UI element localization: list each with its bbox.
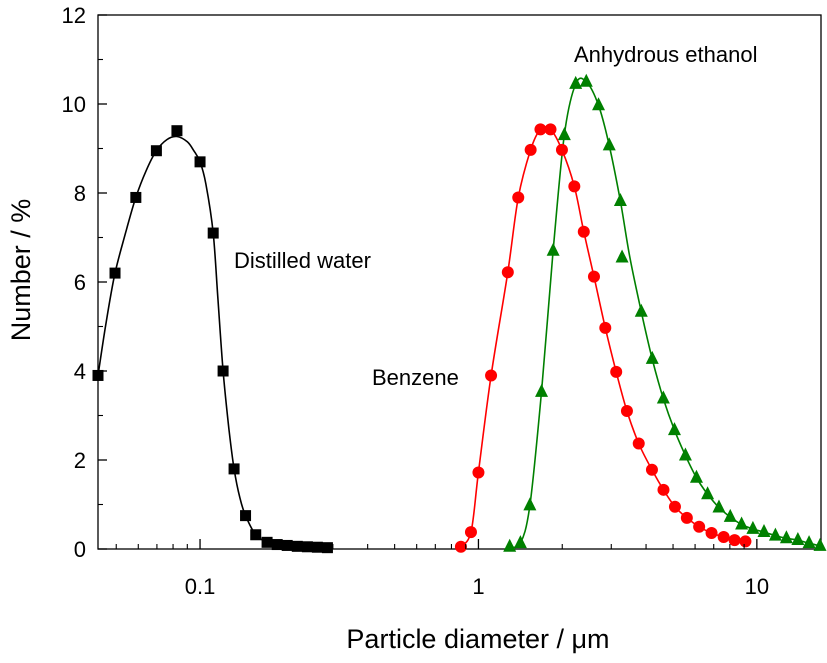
point-anhydrous-ethanol — [802, 535, 816, 549]
point-anhydrous-ethanol — [546, 242, 560, 256]
point-anhydrous-ethanol — [634, 303, 648, 317]
y-tick-label: 2 — [74, 448, 86, 473]
x-tick-label: 10 — [745, 574, 769, 599]
point-distilled-water — [207, 227, 219, 239]
point-distilled-water — [150, 145, 162, 157]
point-anhydrous-ethanol — [779, 530, 793, 544]
point-benzene — [680, 511, 693, 524]
y-tick-label: 0 — [74, 537, 86, 562]
annotation-distilled-water: Distilled water — [234, 248, 371, 273]
point-distilled-water — [240, 510, 252, 522]
annotation-benzene: Benzene — [372, 365, 459, 390]
point-benzene — [728, 534, 741, 547]
point-anhydrous-ethanol — [701, 486, 715, 500]
point-benzene — [632, 437, 645, 450]
plot-frame — [97, 14, 822, 550]
point-distilled-water — [271, 539, 283, 551]
point-anhydrous-ethanol — [678, 447, 692, 461]
point-benzene — [534, 123, 547, 136]
x-axis-title: Particle diameter / μm — [346, 624, 609, 654]
point-anhydrous-ethanol — [535, 383, 549, 397]
point-benzene — [599, 321, 612, 334]
point-benzene — [693, 520, 706, 533]
point-anhydrous-ethanol — [656, 390, 670, 404]
tick-labels: 0 2 4 6 8 10 12 0.1 1 10 — [62, 3, 770, 599]
y-axis-title: Number / % — [6, 199, 36, 342]
point-anhydrous-ethanol — [615, 249, 629, 263]
y-tick-label: 12 — [62, 3, 86, 28]
point-distilled-water — [311, 541, 323, 553]
point-anhydrous-ethanol — [592, 97, 606, 111]
point-anhydrous-ethanol — [712, 499, 726, 513]
point-benzene — [620, 405, 633, 418]
x-tick-label: 0.1 — [185, 574, 216, 599]
data-markers — [92, 73, 827, 554]
point-distilled-water — [217, 365, 229, 377]
point-benzene — [501, 266, 514, 279]
point-benzene — [610, 365, 623, 378]
point-benzene — [464, 526, 477, 539]
annotation-anhydrous-ethanol: Anhydrous ethanol — [574, 42, 757, 67]
point-distilled-water — [228, 463, 240, 475]
y-tick-label: 6 — [74, 270, 86, 295]
point-anhydrous-ethanol — [746, 520, 760, 534]
point-distilled-water — [130, 191, 142, 203]
y-tick-label: 8 — [74, 181, 86, 206]
curve-benzene — [460, 126, 746, 548]
point-benzene — [739, 535, 752, 548]
point-anhydrous-ethanol — [613, 192, 627, 206]
point-benzene — [524, 143, 537, 156]
x-tick-label: 1 — [472, 574, 484, 599]
point-distilled-water — [261, 536, 273, 548]
point-benzene — [645, 463, 658, 476]
point-anhydrous-ethanol — [768, 527, 782, 541]
point-benzene — [705, 526, 718, 539]
point-benzene — [568, 180, 581, 193]
point-benzene — [587, 270, 600, 283]
axis-ticks — [98, 14, 758, 550]
point-benzene — [512, 191, 525, 204]
point-benzene — [472, 466, 485, 479]
point-anhydrous-ethanol — [757, 524, 771, 538]
point-anhydrous-ethanol — [503, 538, 517, 552]
point-distilled-water — [194, 156, 206, 168]
point-distilled-water — [250, 529, 262, 541]
point-anhydrous-ethanol — [602, 137, 616, 151]
point-benzene — [555, 143, 568, 156]
point-distilled-water — [291, 540, 303, 552]
plot-frame-rect — [97, 14, 822, 550]
y-tick-label: 10 — [62, 92, 86, 117]
point-anhydrous-ethanol — [569, 75, 583, 89]
point-anhydrous-ethanol — [513, 535, 527, 549]
fit-curves — [98, 77, 821, 549]
point-anhydrous-ethanol — [813, 537, 827, 551]
point-distilled-water — [92, 369, 104, 381]
point-distilled-water — [171, 125, 183, 137]
point-anhydrous-ethanol — [791, 532, 805, 546]
point-anhydrous-ethanol — [667, 422, 681, 436]
point-distilled-water — [321, 542, 333, 554]
point-distilled-water — [281, 539, 293, 551]
point-anhydrous-ethanol — [735, 516, 749, 530]
point-benzene — [577, 225, 590, 238]
point-distilled-water — [301, 541, 313, 553]
point-benzene — [657, 483, 670, 496]
point-benzene — [717, 530, 730, 543]
point-distilled-water — [109, 267, 121, 279]
point-anhydrous-ethanol — [557, 127, 571, 141]
point-benzene — [454, 540, 467, 553]
point-anhydrous-ethanol — [689, 469, 703, 483]
point-benzene — [668, 500, 681, 513]
point-anhydrous-ethanol — [579, 73, 593, 87]
point-anhydrous-ethanol — [723, 508, 737, 522]
point-anhydrous-ethanol — [645, 350, 659, 364]
point-benzene — [544, 123, 557, 136]
point-benzene — [485, 369, 498, 382]
point-anhydrous-ethanol — [523, 497, 537, 511]
y-tick-label: 4 — [74, 359, 86, 384]
